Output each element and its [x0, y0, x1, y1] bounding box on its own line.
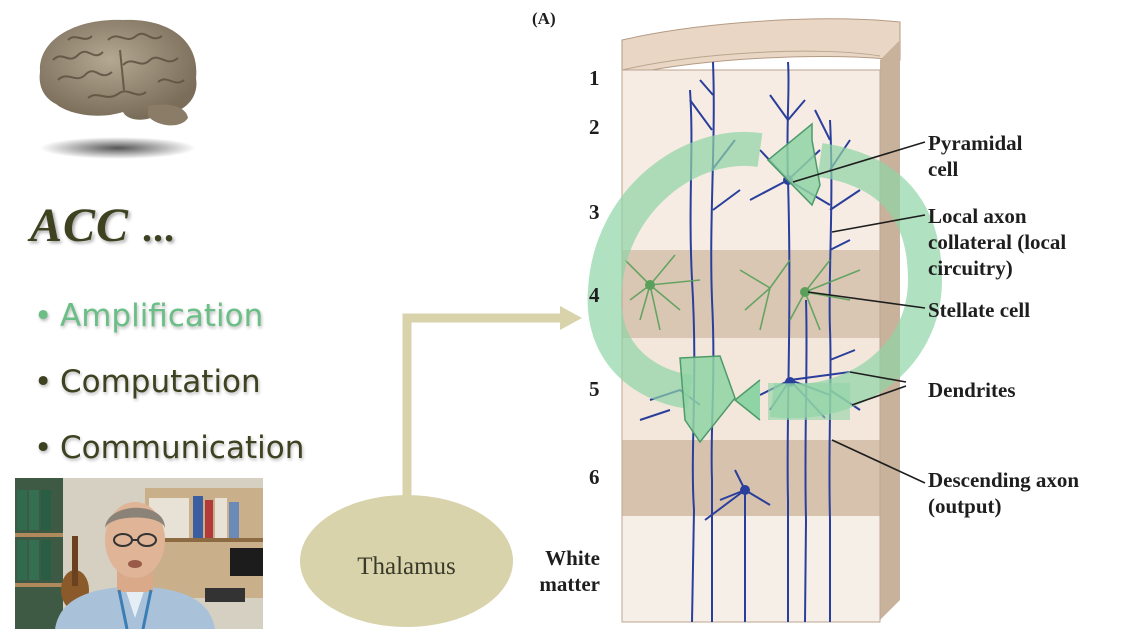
brain-icon	[39, 19, 197, 159]
cortex-layers-diagram	[587, 18, 943, 623]
bullet-dot: •	[34, 430, 53, 466]
slide-title: ACC ...	[30, 198, 175, 253]
bullet-label: Communication	[60, 430, 305, 466]
bullet-list: • Amplification • Computation • Communicati…	[34, 292, 304, 490]
bullet-item-communication: • Communication	[34, 424, 304, 490]
white-matter-label: White matter	[539, 546, 600, 596]
presenter-video-frame	[15, 478, 263, 629]
stellate-cell-label: Stellate cell	[928, 298, 1031, 322]
thalamus-label: Thalamus	[357, 553, 456, 580]
dendrites-label: Dendrites	[928, 378, 1016, 402]
bullet-item-amplification: • Amplification	[34, 292, 304, 358]
title-text: ACC	[30, 199, 130, 252]
bullet-label: Amplification	[60, 298, 264, 334]
webcam-video	[15, 478, 263, 629]
pyramidal-cell-label: Pyramidal cell	[928, 131, 1023, 181]
title-ellipsis: ...	[142, 205, 176, 250]
panel-label: (A)	[532, 9, 556, 28]
circular-arrows-icon	[587, 122, 943, 444]
arrow-right-icon	[402, 306, 582, 500]
bullet-dot: •	[34, 298, 53, 334]
layer-3-label: 3	[589, 200, 600, 224]
layer-5-label: 5	[589, 377, 600, 401]
layer-2-label: 2	[589, 115, 600, 139]
local-axon-collateral-label: Local axon collateral (local circuitry)	[928, 204, 1067, 280]
bullet-dot: •	[34, 364, 53, 400]
descending-axon-label: Descending axon (output)	[928, 468, 1080, 518]
layer-6-label: 6	[589, 465, 600, 489]
bullet-item-computation: • Computation	[34, 358, 304, 424]
bullet-label: Computation	[60, 364, 261, 400]
thalamus-ellipse: Thalamus	[300, 495, 513, 627]
layer-4-label: 4	[589, 283, 600, 307]
layer-1-label: 1	[589, 66, 600, 90]
